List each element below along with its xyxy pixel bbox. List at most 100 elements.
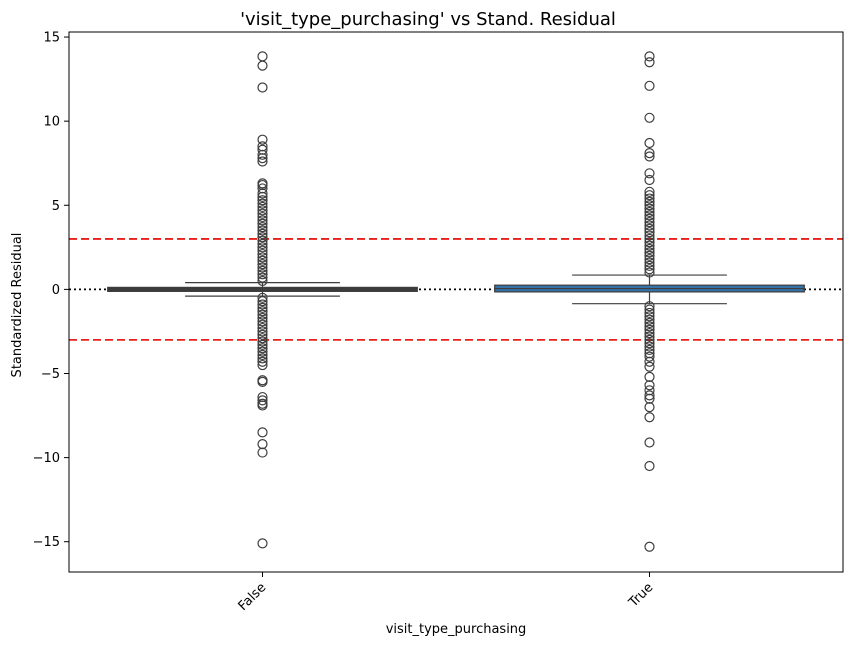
outlier-point [644, 351, 655, 362]
outlier-point [257, 235, 268, 246]
outlier-point [644, 334, 655, 345]
outlier-point [644, 112, 655, 123]
outlier-point [257, 346, 268, 357]
outlier-point [257, 275, 268, 287]
outlier-point [644, 254, 655, 265]
outlier-point [257, 319, 268, 330]
outlier-point [644, 233, 655, 245]
outlier-point [644, 324, 655, 335]
outlier-point [644, 390, 655, 401]
outlier-point [257, 156, 268, 167]
outlier-point [257, 400, 268, 411]
outlier-point [644, 237, 655, 248]
outlier-point [644, 190, 655, 201]
outlier-point [644, 206, 655, 218]
outlier-point [257, 82, 268, 93]
outlier-point [257, 296, 268, 307]
outlier-point [257, 188, 268, 199]
plot-clip-group [69, 51, 843, 552]
outlier-point [257, 272, 268, 283]
outlier-point [257, 312, 268, 324]
outlier-point [257, 376, 268, 388]
outlier-point [257, 134, 268, 145]
x-tick-label: True [625, 580, 656, 611]
outlier-point [644, 301, 655, 312]
outlier-point [257, 299, 268, 310]
outlier-point [257, 153, 268, 164]
outlier-point [644, 220, 655, 231]
outlier-point [257, 191, 268, 202]
outlier-point [257, 242, 268, 253]
outlier-point [644, 437, 655, 448]
outlier-point [644, 267, 655, 278]
outlier-point [257, 60, 268, 71]
plot-area [69, 51, 843, 552]
outlier-point [257, 259, 268, 270]
outlier-point [644, 331, 655, 342]
outlier-point [644, 223, 655, 234]
outlier-point [644, 338, 655, 349]
y-tick-label: 0 [52, 283, 60, 298]
outlier-point [257, 439, 268, 450]
x-axis-label: visit_type_purchasing [386, 622, 527, 637]
outlier-point [644, 260, 655, 271]
outlier-point [257, 238, 268, 250]
outlier-point [257, 228, 268, 239]
outlier-point [644, 257, 655, 268]
outlier-point [257, 265, 268, 276]
y-tick-label: 10 [43, 115, 60, 130]
outlier-point [644, 193, 655, 204]
outlier-point [644, 213, 655, 224]
outlier-point [257, 333, 268, 344]
outlier-point [257, 322, 268, 334]
outlier-point [644, 51, 655, 62]
y-tick-label: −15 [33, 535, 60, 550]
outlier-point [257, 329, 268, 340]
outlier-point [644, 361, 655, 372]
outlier-point [644, 210, 655, 221]
outlier-point [644, 230, 655, 241]
outlier-point [257, 395, 268, 406]
x-tick-label: False [236, 580, 270, 614]
outlier-point [644, 243, 655, 255]
outlier-point [644, 412, 655, 423]
outlier-point [644, 304, 655, 315]
outlier-point [644, 216, 655, 228]
outlier-point [644, 80, 655, 91]
y-axis-label: Standardized Residual [10, 233, 25, 378]
outlier-point [644, 148, 655, 159]
outlier-point [644, 151, 655, 162]
outlier-point [257, 447, 268, 458]
outlier-point [257, 269, 268, 280]
axes: −15 −10 −5 0 5 10 15 False True [33, 31, 844, 614]
outlier-point [644, 137, 655, 149]
outlier-point [644, 371, 655, 382]
outlier-point [644, 250, 655, 261]
outlier-point [644, 380, 655, 391]
outlier-point [644, 402, 655, 413]
outlier-point [257, 349, 268, 361]
outlier-point [257, 201, 268, 213]
outlier-point [644, 307, 655, 319]
y-tick-label: 5 [52, 199, 60, 214]
outlier-point [257, 208, 268, 219]
outlier-point [644, 174, 655, 186]
outlier-point [257, 356, 268, 367]
outlier-point [644, 264, 655, 275]
outlier-point [257, 255, 268, 266]
outlier-point [644, 168, 655, 179]
y-tick-label: −10 [33, 451, 60, 466]
outlier-point [257, 218, 268, 229]
outlier-point [257, 339, 268, 350]
outlier-point [644, 57, 655, 68]
outlier-point [644, 200, 655, 211]
outlier-point [644, 311, 655, 322]
outlier-point [257, 336, 268, 347]
outlier-point [257, 262, 268, 273]
outlier-point [644, 247, 655, 258]
outlier-point [257, 215, 268, 226]
box-false [107, 51, 418, 549]
outlier-point [257, 359, 268, 371]
